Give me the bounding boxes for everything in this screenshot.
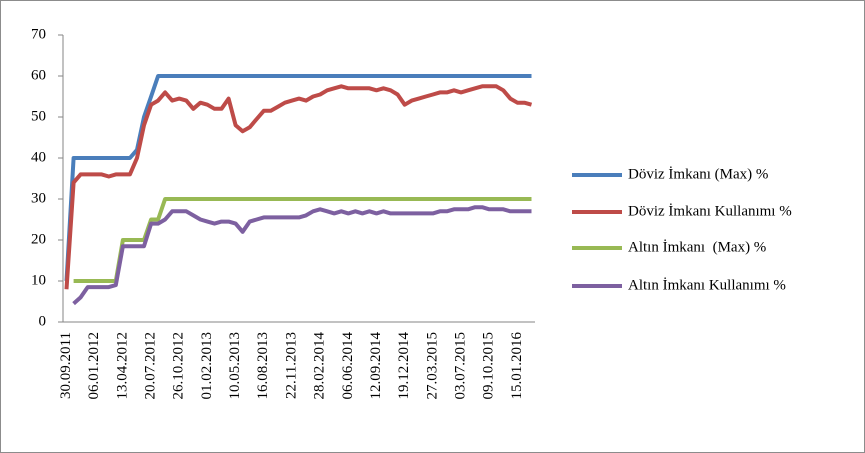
x-tick-label: 28.02.2014 <box>312 332 328 400</box>
x-tick-label: 26.10.2012 <box>171 332 187 400</box>
x-tick-label: 16.08.2013 <box>255 332 271 400</box>
series-line <box>72 205 532 306</box>
x-tick-label: 10.05.2013 <box>227 332 243 400</box>
x-tick-label: 20.07.2012 <box>142 332 158 400</box>
x-tick-label: 06.01.2012 <box>86 332 102 400</box>
y-tick-label: 30 <box>31 190 46 206</box>
series-line <box>64 74 532 282</box>
x-tick-label: 15.01.2016 <box>509 332 525 400</box>
x-tick-label: 12.09.2014 <box>368 332 384 400</box>
x-tick-label: 13.04.2012 <box>114 332 130 400</box>
x-tick-label: 27.03.2015 <box>424 332 440 400</box>
y-tick-label: 60 <box>31 67 46 83</box>
series-line <box>64 84 533 290</box>
legend-label: Altın İmkanı (Max) % <box>628 239 766 255</box>
y-tick-label: 40 <box>31 149 46 165</box>
x-tick-label: 03.07.2015 <box>452 332 468 400</box>
y-tick-label: 50 <box>31 108 46 124</box>
x-tick-label: 30.09.2011 <box>58 332 74 399</box>
legend-label: Döviz İmkanı (Max) % <box>628 166 768 182</box>
y-tick-label: 0 <box>39 313 47 329</box>
legend-label: Altın İmkanı Kullanımı % <box>628 277 786 293</box>
x-tick-label: 22.11.2013 <box>283 332 299 399</box>
y-tick-label: 20 <box>31 231 46 247</box>
x-tick-label: 01.02.2013 <box>199 332 215 400</box>
legend-label: Döviz İmkanı Kullanımı % <box>628 203 792 219</box>
x-tick-label: 09.10.2015 <box>481 332 497 400</box>
x-tick-label: 19.12.2014 <box>396 332 412 400</box>
x-tick-label: 06.06.2014 <box>340 332 356 400</box>
y-tick-label: 70 <box>31 26 46 42</box>
y-tick-label: 10 <box>31 272 46 288</box>
